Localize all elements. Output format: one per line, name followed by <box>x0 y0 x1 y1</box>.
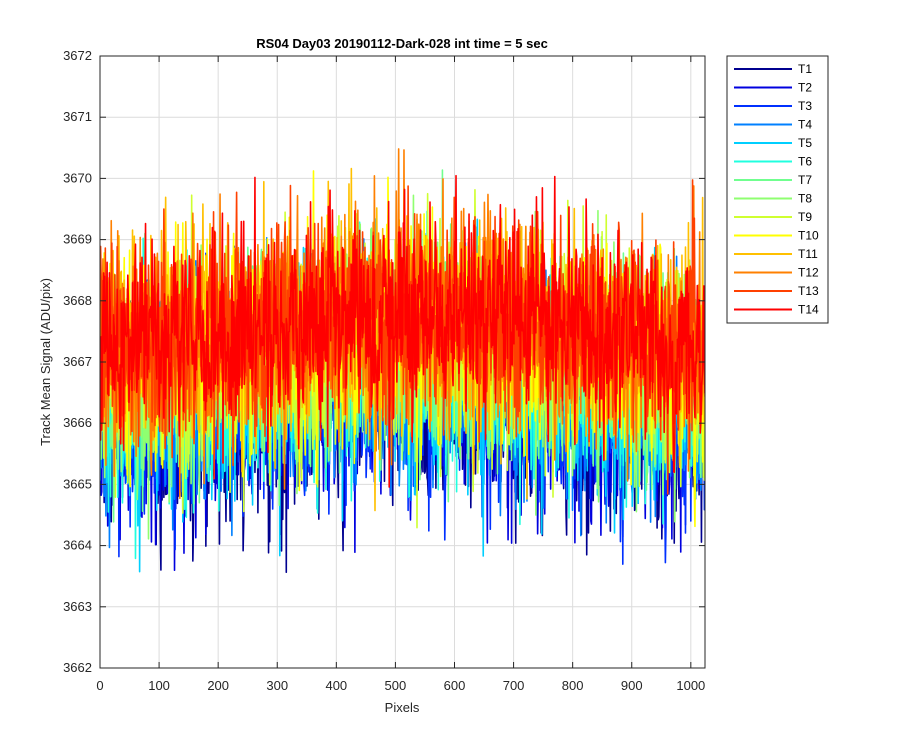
legend-label: T12 <box>798 266 819 280</box>
y-tick-label: 3662 <box>63 660 92 675</box>
y-axis-label: Track Mean Signal (ADU/pix) <box>38 278 53 446</box>
legend-label: T14 <box>798 303 819 317</box>
chart-title: RS04 Day03 20190112-Dark-028 int time = … <box>256 36 548 51</box>
legend-label: T1 <box>798 62 812 76</box>
x-tick-label: 600 <box>444 678 466 693</box>
axis-ticks: 0 100 200 300 400 500 600 700 800 900 1000 3662 3663… <box>63 48 705 693</box>
x-tick-label: 500 <box>385 678 407 693</box>
legend-label: T2 <box>798 81 812 95</box>
x-axis-label: Pixels <box>385 700 420 715</box>
x-tick-label: 900 <box>621 678 643 693</box>
legend-label: T5 <box>798 136 812 150</box>
legend-label: T9 <box>798 210 812 224</box>
legend-label: T4 <box>798 118 812 132</box>
y-tick-label: 3664 <box>63 538 92 553</box>
legend-label: T7 <box>798 173 812 187</box>
x-tick-label: 1000 <box>676 678 705 693</box>
y-tick-label: 3668 <box>63 293 92 308</box>
legend: T1 T2 T3 T4 T5 T6 T7 T8 T9 T10 T11 T12 T13 T14 <box>726 55 829 324</box>
x-tick-label: 700 <box>503 678 525 693</box>
x-tick-label: 0 <box>96 678 103 693</box>
x-tick-label: 300 <box>266 678 288 693</box>
legend-label: T13 <box>798 284 819 298</box>
x-tick-label: 400 <box>325 678 347 693</box>
legend-label: T8 <box>798 192 812 206</box>
series-layer <box>100 148 705 574</box>
x-tick-label: 200 <box>207 678 229 693</box>
y-tick-label: 3669 <box>63 232 92 247</box>
y-tick-label: 3665 <box>63 476 92 491</box>
y-tick-label: 3667 <box>63 354 92 369</box>
legend-label: T6 <box>798 155 812 169</box>
x-tick-label: 800 <box>562 678 584 693</box>
y-tick-label: 3670 <box>63 170 92 185</box>
legend-label: T11 <box>798 247 818 261</box>
legend-label: T10 <box>798 229 819 243</box>
legend-label: T3 <box>798 99 812 113</box>
series-line-t14 <box>100 174 705 488</box>
y-tick-label: 3672 <box>63 48 92 63</box>
legend-box <box>726 55 829 324</box>
y-tick-label: 3671 <box>63 109 92 124</box>
x-tick-label: 100 <box>148 678 170 693</box>
y-tick-label: 3666 <box>63 415 92 430</box>
y-tick-label: 3663 <box>63 599 92 614</box>
